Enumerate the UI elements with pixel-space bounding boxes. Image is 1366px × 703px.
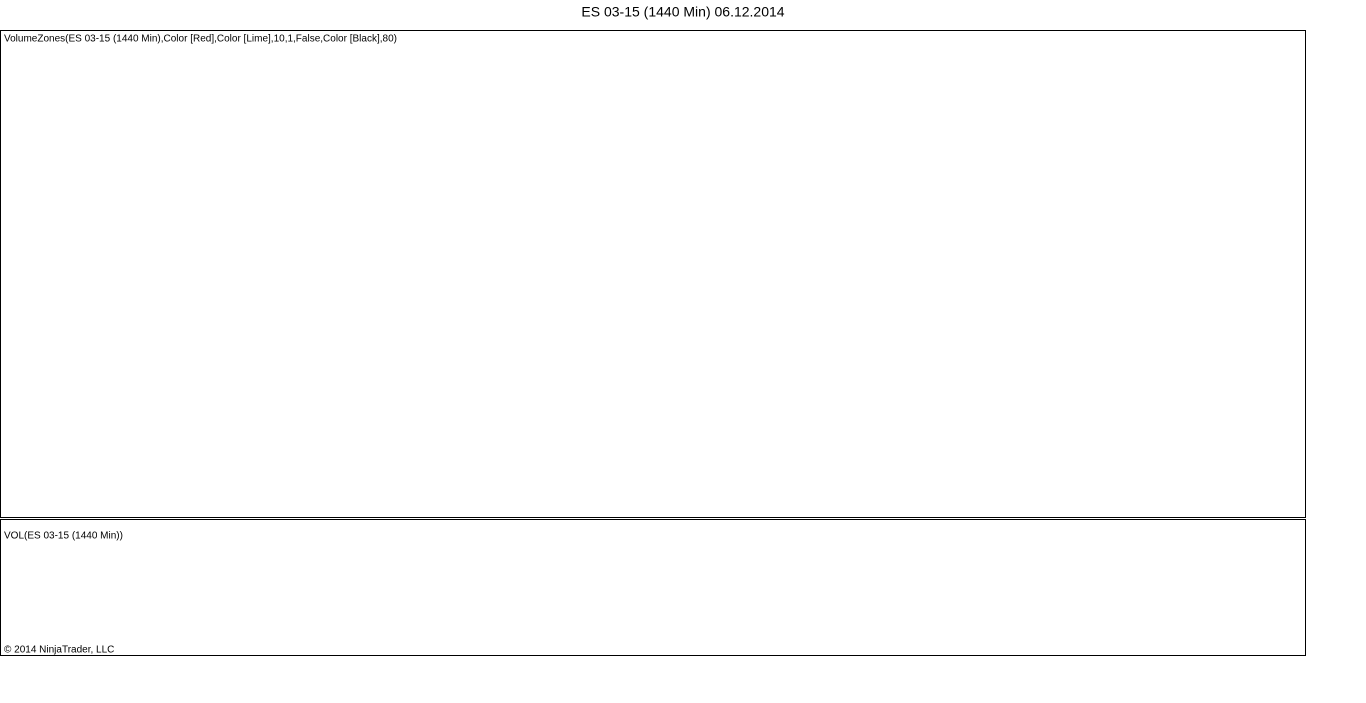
price-panel-frame xyxy=(0,30,1306,518)
copyright: © 2014 NinjaTrader, LLC xyxy=(4,645,114,656)
chart-title: ES 03-15 (1440 Min) 06.12.2014 xyxy=(581,4,784,20)
text-layer: ES 03-15 (1440 Min) 06.12.2014 VolumeZon… xyxy=(4,4,785,656)
indicator-label: VolumeZones(ES 03-15 (1440 Min),Color [R… xyxy=(4,34,397,45)
volume-panel-frame xyxy=(0,519,1306,656)
volume-label: VOL(ES 03-15 (1440 Min)) xyxy=(4,531,123,542)
